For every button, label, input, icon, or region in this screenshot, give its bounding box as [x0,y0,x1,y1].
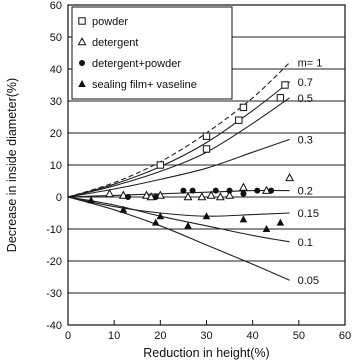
legend: powder detergent detergent+powder sealing f… [71,6,233,100]
curve-m-0-15 [67,196,290,217]
curve-m-0-5 [67,97,290,198]
point-sealing-film-vaseline [184,221,192,229]
point-detergent-powder [152,194,159,200]
point-detergent [238,182,248,191]
curve-label: 0.7 [298,77,313,89]
point-detergent-powder [125,194,132,200]
y-tick-label: 60 [50,0,62,12]
y-tick-label: -30 [46,288,62,300]
curve-label: 0.2 [298,186,313,198]
y-tick-label: 10 [50,160,62,172]
point-detergent [105,188,114,198]
x-tick-label: 40 [247,330,259,342]
data-points [87,81,295,232]
curve-m-0-05 [67,196,290,281]
point-sealing-film-vaseline [276,218,285,226]
point-powder [281,81,289,89]
point-powder [202,145,211,153]
curve-label: 0.05 [298,275,319,287]
y-tick-label: -40 [46,320,62,332]
y-axis-title: Decrease in inside diameter(%) [5,78,19,252]
x-tick-label: 20 [154,330,166,342]
curve-m-0-7 [67,81,290,198]
y-tick-label: 50 [50,32,62,44]
curve-label: 0.5 [298,93,313,105]
curve-labels: m= 1 0.7 0.5 0.3 0.2 0.15 0.1 0.05 [298,58,323,288]
point-sealing-film-vaseline [119,205,128,213]
point-detergent-powder [189,187,196,194]
curve-label: 0.1 [298,237,313,249]
point-detergent-powder [268,187,275,194]
legend-box [71,6,233,100]
point-detergent [215,192,225,201]
point-sealing-film-vaseline [151,218,160,226]
legend-marker-powder [78,17,86,25]
x-tick-label: 50 [293,330,305,342]
point-sealing-film-vaseline [87,196,95,204]
point-detergent [142,190,151,199]
point-powder [156,161,165,169]
point-powder [276,94,285,102]
curve-m-1 [67,62,290,198]
point-sealing-film-vaseline [239,215,248,223]
legend-marker-detergent [77,37,87,46]
x-tick-label: 60 [339,330,351,342]
point-powder [239,103,248,112]
point-sealing-film-vaseline [262,225,271,232]
point-detergent-powder [240,190,247,197]
point-detergent [225,190,235,199]
curve-m-0-3 [67,138,290,198]
y-tick-label: -10 [46,224,62,236]
point-powder [202,132,211,140]
legend-label-sealing-film-vaseline: sealing film+ vaseline [92,79,197,91]
y-tick-label: 0 [56,192,62,204]
y-tick-label: 30 [50,96,62,108]
point-detergent [285,172,295,182]
point-detergent-powder [180,187,187,194]
point-powder [235,116,243,124]
point-detergent [183,192,193,201]
point-detergent-powder [254,187,261,194]
y-tick-label: 40 [50,64,62,76]
y-tick-label: -20 [46,256,62,268]
legend-marker-sealing-film-vaseline [78,80,86,87]
curve-label: m= 1 [298,58,323,70]
point-detergent [197,192,207,201]
legend-label-detergent: detergent [92,37,138,49]
point-sealing-film-vaseline [156,212,165,220]
x-axis-title: Reduction in height(%) [143,346,269,360]
point-detergent-powder [212,187,219,194]
legend-marker-detergent-powder [79,60,85,66]
x-tick-label: 10 [108,330,120,342]
legend-label-powder: powder [92,16,128,28]
legend-label-detergent-powder: detergent+powder [92,58,181,70]
point-detergent [206,190,216,199]
curve-label: 0.15 [298,208,319,220]
x-tick-label: 0 [65,330,71,342]
x-tick-label: 30 [200,330,212,342]
curve-m-0-1 [67,196,290,243]
y-tick-label: 20 [50,128,62,140]
point-sealing-film-vaseline [202,212,211,220]
point-detergent-powder [226,187,233,194]
curve-label: 0.3 [298,134,313,146]
